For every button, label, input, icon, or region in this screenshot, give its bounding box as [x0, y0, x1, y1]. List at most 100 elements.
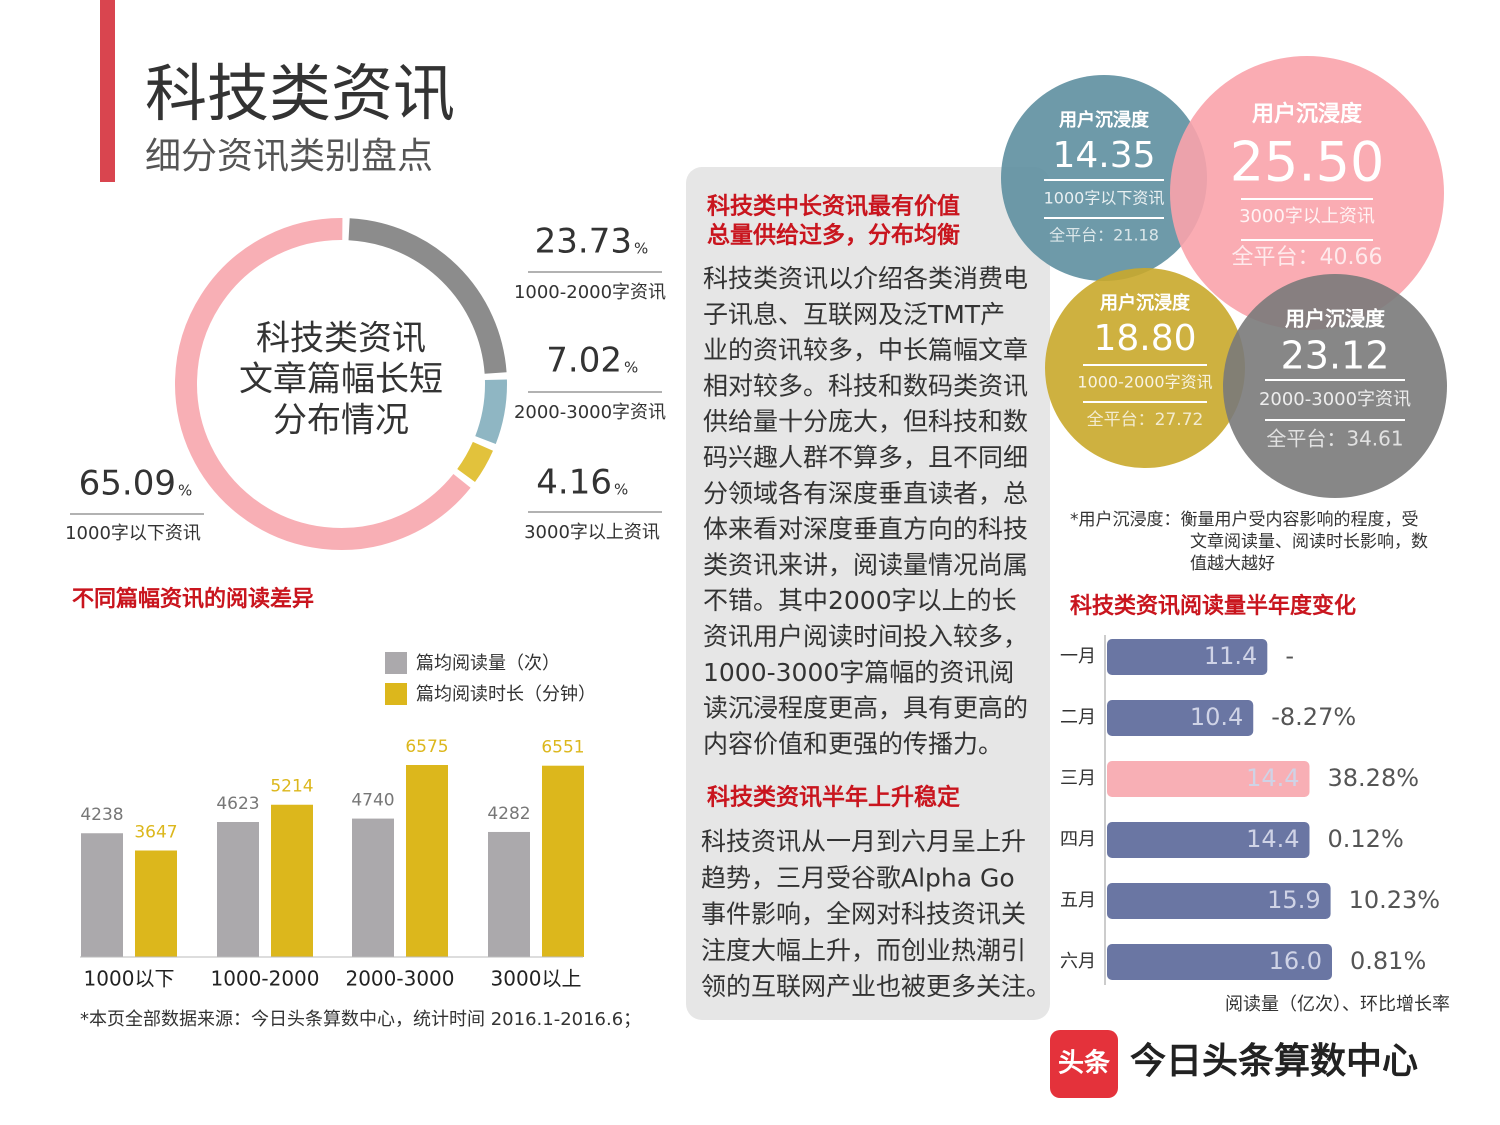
bubble-title: 用户沉浸度	[1100, 292, 1191, 314]
x-tick-label: 1000-2000	[210, 967, 319, 991]
donut-value: 4.16	[536, 463, 612, 503]
panel-text: 内容价值和更强的传播力。	[703, 729, 1003, 758]
bubble-value: 14.35	[1052, 135, 1155, 176]
bar	[352, 818, 394, 957]
footnote: *本页全部数据来源：今日头条算数中心，统计时间 2016.1-2016.6；	[80, 1009, 641, 1030]
bar-value: 3647	[134, 823, 177, 843]
bubble-platform: 全平台：34.61	[1266, 427, 1403, 451]
panel-text: 体来看对深度垂直方向的科技	[703, 515, 1028, 544]
donut-category: 3000字以上资讯	[524, 522, 660, 543]
bar	[135, 850, 177, 957]
y-tick-label: 六月	[1060, 951, 1096, 972]
logo-icon-text: 头条	[1058, 1049, 1111, 1079]
x-tick-label: 2000-3000	[345, 967, 454, 991]
growth-label: 10.23%	[1349, 886, 1441, 914]
note: 值越大越好	[1190, 554, 1275, 574]
bar	[1107, 944, 1332, 980]
bar	[1107, 883, 1331, 919]
bubble-category: 2000-3000字资讯	[1259, 389, 1411, 410]
donut-category: 2000-3000字资讯	[514, 402, 666, 423]
legend-label: 篇均阅读时长（分钟）	[416, 684, 596, 705]
bar	[1107, 822, 1310, 858]
y-tick-label: 二月	[1060, 707, 1096, 728]
bar-value: 4238	[80, 805, 123, 825]
legend-label: 篇均阅读量（次）	[416, 653, 560, 674]
panel-text: 码兴趣人群不算多，且不同细	[703, 443, 1028, 472]
y-tick-label: 四月	[1060, 829, 1096, 850]
x-tick-label: 3000以上	[491, 967, 582, 991]
logo-icon	[1050, 1030, 1118, 1098]
bubble	[1223, 274, 1447, 498]
bar	[81, 833, 123, 957]
bar-value: 4623	[216, 794, 259, 814]
y-tick-label: 三月	[1060, 768, 1096, 789]
bubble-platform: 全平台：21.18	[1049, 226, 1159, 245]
donut-segment	[475, 379, 507, 445]
text-panel	[686, 167, 1050, 1020]
bubble	[1170, 56, 1444, 330]
panel-text: 资讯用户阅读时间投入较多，	[703, 622, 1028, 651]
bar-value: 6551	[541, 738, 584, 758]
bubble	[1001, 75, 1207, 281]
panel-text: 类资讯来讲，阅读量情况尚属	[703, 550, 1028, 579]
panel-heading: 科技类中长资讯最有价值	[707, 193, 960, 220]
donut-segment	[348, 218, 507, 374]
legend-swatch	[385, 652, 407, 674]
panel-text: 1000-3000字篇幅的资讯阅	[703, 658, 1014, 687]
bubble	[1045, 268, 1245, 468]
bar-value: 4282	[487, 804, 530, 824]
bubble-title: 用户沉浸度	[1285, 307, 1386, 331]
bar-value: 4740	[351, 791, 394, 811]
y-tick-label: 五月	[1060, 890, 1096, 911]
growth-label: 0.12%	[1328, 825, 1404, 853]
bar-value: 6575	[405, 737, 448, 757]
panel-text: 分领域各有深度垂直读者，总	[703, 479, 1028, 508]
bar-value: 14.4	[1246, 764, 1299, 792]
donut-unit: %	[614, 481, 628, 499]
growth-label: 0.81%	[1350, 947, 1426, 975]
panel-text: 相对较多。科技和数码类资讯	[703, 371, 1028, 400]
bar	[488, 831, 530, 957]
bar	[542, 765, 584, 957]
bar-value: 10.4	[1190, 703, 1243, 731]
panel-text: 科技资讯从一月到六月呈上升	[701, 827, 1026, 856]
donut-unit: %	[624, 359, 638, 377]
logo-name: 今日头条算数中心	[1130, 1041, 1418, 1082]
panel-heading: 总量供给过多，分布均衡	[707, 222, 960, 249]
bar-value: 14.4	[1246, 825, 1299, 853]
donut-value: 65.09	[79, 464, 176, 504]
bar-value: 16.0	[1269, 947, 1322, 975]
page-subtitle: 细分资讯类别盘点	[145, 136, 433, 177]
panel-text: 趋势，三月受谷歌Alpha Go	[701, 863, 1015, 892]
bubble-value: 18.80	[1093, 318, 1196, 359]
growth-label: -	[1285, 642, 1294, 670]
donut-category: 1000字以下资讯	[65, 523, 201, 544]
axis-label: 阅读量（亿次）、环比增长率	[1225, 994, 1450, 1015]
bar	[217, 822, 259, 957]
donut-title: 文章篇幅长短	[239, 360, 443, 400]
page-title: 科技类资讯	[145, 57, 455, 130]
donut-category: 1000-2000字资讯	[514, 282, 666, 303]
bar-value: 5214	[270, 777, 313, 797]
bubble-category: 1000-2000字资讯	[1077, 373, 1212, 392]
bar-value: 15.9	[1267, 886, 1320, 914]
panel-heading: 科技类资讯半年上升稳定	[707, 784, 960, 811]
x-tick-label: 1000以下	[84, 967, 175, 991]
donut-title: 分布情况	[273, 401, 409, 441]
bar	[406, 765, 448, 957]
accent-bar	[100, 0, 115, 182]
note: *用户沉浸度：衡量用户受内容影响的程度，受	[1070, 510, 1419, 530]
donut-unit: %	[178, 482, 192, 500]
bubble-category: 3000字以上资讯	[1239, 206, 1375, 227]
bubble-category: 1000字以下资讯	[1044, 189, 1165, 208]
donut-segment	[175, 218, 471, 550]
panel-text: 不错。其中2000字以上的长	[703, 586, 1017, 615]
panel-text: 供给量十分庞大，但科技和数	[703, 407, 1028, 436]
donut-title: 科技类资讯	[256, 319, 426, 359]
bar	[271, 804, 313, 957]
panel-text: 领的互联网产业也被更多关注。	[701, 972, 1051, 1001]
growth-label: 38.28%	[1328, 764, 1420, 792]
donut-value: 7.02	[546, 341, 622, 381]
